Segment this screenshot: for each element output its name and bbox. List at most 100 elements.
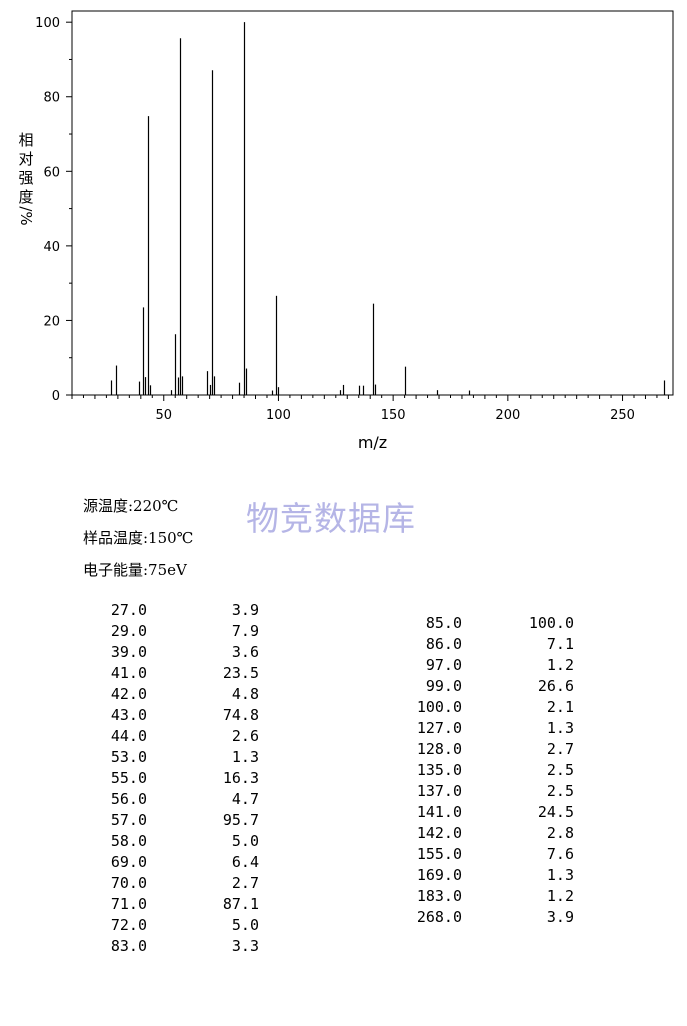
x-minor-ticks — [71, 395, 669, 401]
peak-intensity: 5.0 — [231, 916, 259, 934]
peak-intensity: 7.1 — [546, 635, 574, 653]
peak-mz: 70.0 — [110, 874, 147, 892]
peak-row: 183.0 1.2 — [402, 886, 574, 907]
peak-intensity: 6.4 — [231, 853, 259, 871]
peak-row: 27.0 3.9 — [87, 600, 259, 621]
peak-mz: 86.0 — [425, 635, 462, 653]
peak-mz: 85.0 — [425, 614, 462, 632]
sample-temperature: 样品温度:150℃ — [83, 529, 194, 547]
y-axis-label-char: 相 — [18, 131, 33, 149]
electron-energy: 电子能量:75eV — [83, 561, 187, 579]
peak-mz: 72.0 — [110, 916, 147, 934]
peak-mz: 55.0 — [110, 769, 147, 787]
peak-intensity: 1.3 — [231, 748, 259, 766]
peak-mz: 135.0 — [416, 761, 462, 779]
y-axis-label-char: 对 — [18, 150, 33, 168]
peak-row: 58.0 5.0 — [87, 831, 259, 852]
peak-intensity: 2.8 — [546, 824, 574, 842]
peak-intensity: 7.6 — [546, 845, 574, 863]
plot-frame — [71, 10, 674, 396]
y-axis-label-char: /% — [17, 206, 35, 225]
peak-intensity: 1.3 — [546, 866, 574, 884]
peak-intensity: 5.0 — [231, 832, 259, 850]
peak-mz: 268.0 — [416, 908, 462, 926]
peak-mz: 137.0 — [416, 782, 462, 800]
peak-mz: 69.0 — [110, 853, 147, 871]
peak-mz: 127.0 — [416, 719, 462, 737]
peak-intensity: 4.8 — [231, 685, 259, 703]
watermark-logo: 物竞数据库 — [246, 499, 416, 538]
peak-mz: 41.0 — [110, 664, 147, 682]
peak-intensity: 2.6 — [231, 727, 259, 745]
peak-intensity: 1.3 — [546, 719, 574, 737]
peak-row: 70.0 2.7 — [87, 873, 259, 894]
peak-intensity: 3.9 — [546, 908, 574, 926]
peak-mz: 29.0 — [110, 622, 147, 640]
peak-mz: 39.0 — [110, 643, 147, 661]
peak-mz: 43.0 — [110, 706, 147, 724]
peak-row: 141.0 24.5 — [402, 802, 574, 823]
peak-mz: 183.0 — [416, 887, 462, 905]
peak-intensity: 95.7 — [222, 811, 259, 829]
peak-row: 86.0 7.1 — [402, 634, 574, 655]
peak-intensity: 1.2 — [546, 656, 574, 674]
peak-mz: 42.0 — [110, 685, 147, 703]
peak-row: 137.0 2.5 — [402, 781, 574, 802]
peak-intensity: 4.7 — [231, 790, 259, 808]
x-tick-label: 250 — [610, 408, 635, 423]
peak-intensity: 100.0 — [528, 614, 574, 632]
peak-mz: 57.0 — [110, 811, 147, 829]
peak-row: 72.0 5.0 — [87, 915, 259, 936]
peak-row: 56.0 4.7 — [87, 789, 259, 810]
peak-intensity: 2.7 — [546, 740, 574, 758]
y-tick-label: 100 — [35, 16, 60, 31]
peak-row: 69.0 6.4 — [87, 852, 259, 873]
peak-mz: 56.0 — [110, 790, 147, 808]
peak-row: 85.0 100.0 — [402, 613, 574, 634]
peak-intensity: 74.8 — [222, 706, 259, 724]
peak-mz: 100.0 — [416, 698, 462, 716]
peak-intensity: 2.1 — [546, 698, 574, 716]
peak-intensity: 87.1 — [222, 895, 259, 913]
peak-row: 57.0 95.7 — [87, 810, 259, 831]
spectrum-bars — [110, 22, 666, 395]
peak-row: 127.0 1.3 — [402, 718, 574, 739]
peak-row: 99.0 26.6 — [402, 676, 574, 697]
x-axis-ticks: 50 100 150 200 250 — [155, 408, 634, 423]
y-tick-label: 80 — [43, 91, 60, 106]
peak-row: 142.0 2.8 — [402, 823, 574, 844]
peak-intensity: 1.2 — [546, 887, 574, 905]
peak-row: 43.0 74.8 — [87, 705, 259, 726]
peak-row: 55.0 16.3 — [87, 768, 259, 789]
peak-mz: 53.0 — [110, 748, 147, 766]
x-tick-label: 100 — [266, 408, 291, 423]
peak-row: 268.0 3.9 — [402, 907, 574, 928]
peak-mz: 71.0 — [110, 895, 147, 913]
peak-intensity: 23.5 — [222, 664, 259, 682]
y-tick-label: 40 — [43, 240, 60, 255]
peak-mz: 97.0 — [425, 656, 462, 674]
x-axis-label: m/z — [358, 433, 387, 452]
peak-mz: 27.0 — [110, 601, 147, 619]
peak-intensity: 3.6 — [231, 643, 259, 661]
peak-intensity: 2.7 — [231, 874, 259, 892]
x-tick-label: 200 — [495, 408, 520, 423]
peak-mz: 142.0 — [416, 824, 462, 842]
peak-intensity: 3.9 — [231, 601, 259, 619]
y-tick-label: 20 — [43, 314, 60, 329]
peak-row: 97.0 1.2 — [402, 655, 574, 676]
peak-intensity: 16.3 — [222, 769, 259, 787]
peak-intensity: 3.3 — [231, 937, 259, 955]
peak-intensity: 26.6 — [537, 677, 574, 695]
peak-mz: 128.0 — [416, 740, 462, 758]
peak-mz: 99.0 — [425, 677, 462, 695]
y-axis-label-char: 度 — [18, 188, 33, 206]
peak-intensity: 2.5 — [546, 761, 574, 779]
peak-row: 71.0 87.1 — [87, 894, 259, 915]
peak-mz: 169.0 — [416, 866, 462, 884]
peak-mz: 83.0 — [110, 937, 147, 955]
peak-mz: 141.0 — [416, 803, 462, 821]
peak-intensity: 7.9 — [231, 622, 259, 640]
